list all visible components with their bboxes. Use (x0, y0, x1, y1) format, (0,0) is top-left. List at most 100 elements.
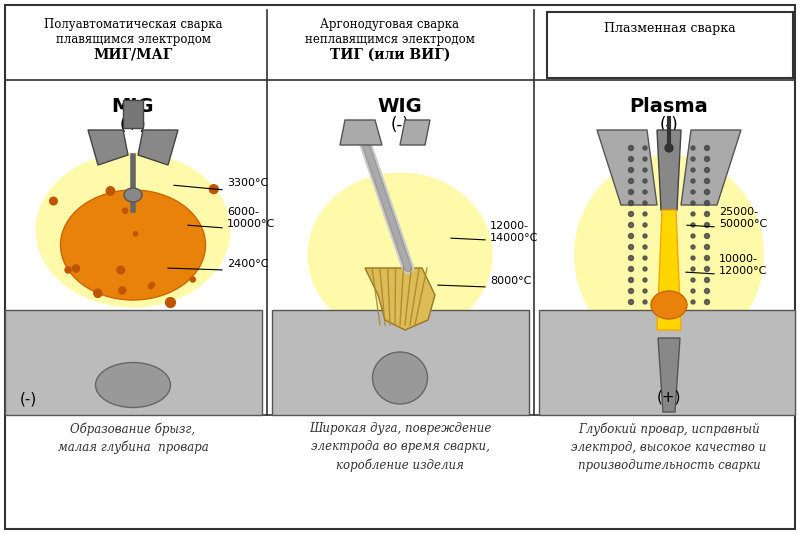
Ellipse shape (373, 352, 427, 404)
Circle shape (643, 256, 647, 260)
Circle shape (691, 212, 695, 216)
Ellipse shape (307, 172, 493, 337)
Polygon shape (365, 268, 435, 330)
Circle shape (705, 223, 710, 227)
Circle shape (691, 267, 695, 271)
FancyBboxPatch shape (5, 5, 795, 529)
Circle shape (705, 278, 710, 282)
Circle shape (50, 197, 58, 205)
Circle shape (643, 212, 647, 216)
Circle shape (705, 190, 710, 194)
Text: Plasma: Plasma (630, 97, 708, 116)
Circle shape (691, 201, 695, 205)
Text: (+): (+) (657, 390, 682, 405)
Polygon shape (400, 120, 430, 145)
Circle shape (94, 289, 102, 297)
Circle shape (705, 145, 710, 151)
Text: Широкая дуга, повреждение
электрода во время сварки,
коробление изделия: Широкая дуга, повреждение электрода во в… (309, 422, 491, 472)
Circle shape (118, 287, 126, 294)
Polygon shape (340, 120, 382, 145)
Text: Аргонодуговая сварка: Аргонодуговая сварка (321, 18, 459, 31)
Circle shape (643, 267, 647, 271)
Circle shape (705, 288, 710, 294)
Circle shape (643, 245, 647, 249)
FancyBboxPatch shape (272, 310, 529, 415)
Polygon shape (681, 130, 741, 205)
Circle shape (691, 179, 695, 183)
Circle shape (691, 146, 695, 150)
Polygon shape (597, 130, 657, 205)
Ellipse shape (95, 363, 170, 407)
Circle shape (629, 223, 634, 227)
Circle shape (643, 157, 647, 161)
Ellipse shape (61, 190, 206, 300)
Circle shape (629, 156, 634, 161)
Circle shape (691, 190, 695, 194)
Circle shape (629, 145, 634, 151)
Circle shape (643, 289, 647, 293)
Circle shape (691, 223, 695, 227)
Text: Глубокий провар, исправный
электрод, высокое качество и
производительность сварк: Глубокий провар, исправный электрод, выс… (571, 422, 766, 472)
Polygon shape (658, 338, 680, 412)
Circle shape (117, 266, 125, 274)
Circle shape (691, 300, 695, 304)
Circle shape (705, 200, 710, 206)
Polygon shape (657, 210, 681, 330)
Circle shape (705, 255, 710, 261)
Text: неплавящимся электродом: неплавящимся электродом (305, 33, 475, 46)
Circle shape (629, 168, 634, 172)
Text: Полуавтоматическая сварка: Полуавтоматическая сварка (44, 18, 222, 31)
Text: ТИГ (или ВИГ): ТИГ (или ВИГ) (330, 48, 450, 62)
Ellipse shape (124, 188, 142, 202)
Circle shape (643, 223, 647, 227)
Circle shape (629, 266, 634, 271)
Polygon shape (657, 130, 681, 210)
Circle shape (629, 255, 634, 261)
Text: 25000-
50000°C: 25000- 50000°C (719, 207, 767, 229)
Circle shape (629, 190, 634, 194)
Polygon shape (138, 130, 178, 165)
Circle shape (148, 284, 154, 289)
Circle shape (629, 288, 634, 294)
Circle shape (629, 300, 634, 304)
Circle shape (643, 168, 647, 172)
Circle shape (705, 168, 710, 172)
Circle shape (691, 157, 695, 161)
Text: плавящимся электродом: плавящимся электродом (55, 33, 210, 46)
Circle shape (691, 168, 695, 172)
Circle shape (629, 211, 634, 216)
Text: 12000-
14000°C: 12000- 14000°C (490, 221, 538, 243)
Text: WIG: WIG (378, 97, 422, 116)
Circle shape (134, 232, 138, 236)
Circle shape (629, 233, 634, 239)
Text: 6000-
10000°C: 6000- 10000°C (227, 207, 275, 229)
Circle shape (705, 300, 710, 304)
FancyBboxPatch shape (547, 12, 793, 78)
Circle shape (73, 265, 79, 272)
FancyBboxPatch shape (539, 310, 795, 415)
Text: 2400°C: 2400°C (227, 259, 269, 269)
Text: (-): (-) (660, 116, 678, 134)
Circle shape (122, 208, 128, 214)
Ellipse shape (574, 155, 764, 355)
FancyBboxPatch shape (123, 100, 143, 128)
Circle shape (190, 277, 195, 282)
Text: MIG: MIG (112, 97, 154, 116)
Text: Плазменная сварка: Плазменная сварка (604, 22, 736, 35)
Circle shape (705, 178, 710, 184)
Circle shape (691, 245, 695, 249)
Circle shape (691, 256, 695, 260)
Circle shape (665, 144, 673, 152)
Circle shape (210, 185, 218, 193)
Text: 8000°C: 8000°C (490, 276, 531, 286)
Text: 10000-
12000°C: 10000- 12000°C (719, 254, 767, 276)
Text: МИГ/МАГ: МИГ/МАГ (94, 48, 173, 62)
Circle shape (106, 187, 114, 195)
Circle shape (629, 200, 634, 206)
Circle shape (705, 156, 710, 161)
Circle shape (691, 289, 695, 293)
Circle shape (629, 178, 634, 184)
Text: Образование брызг,
малая глубина  провара: Образование брызг, малая глубина провара (58, 422, 208, 454)
FancyBboxPatch shape (5, 310, 262, 415)
Circle shape (691, 278, 695, 282)
